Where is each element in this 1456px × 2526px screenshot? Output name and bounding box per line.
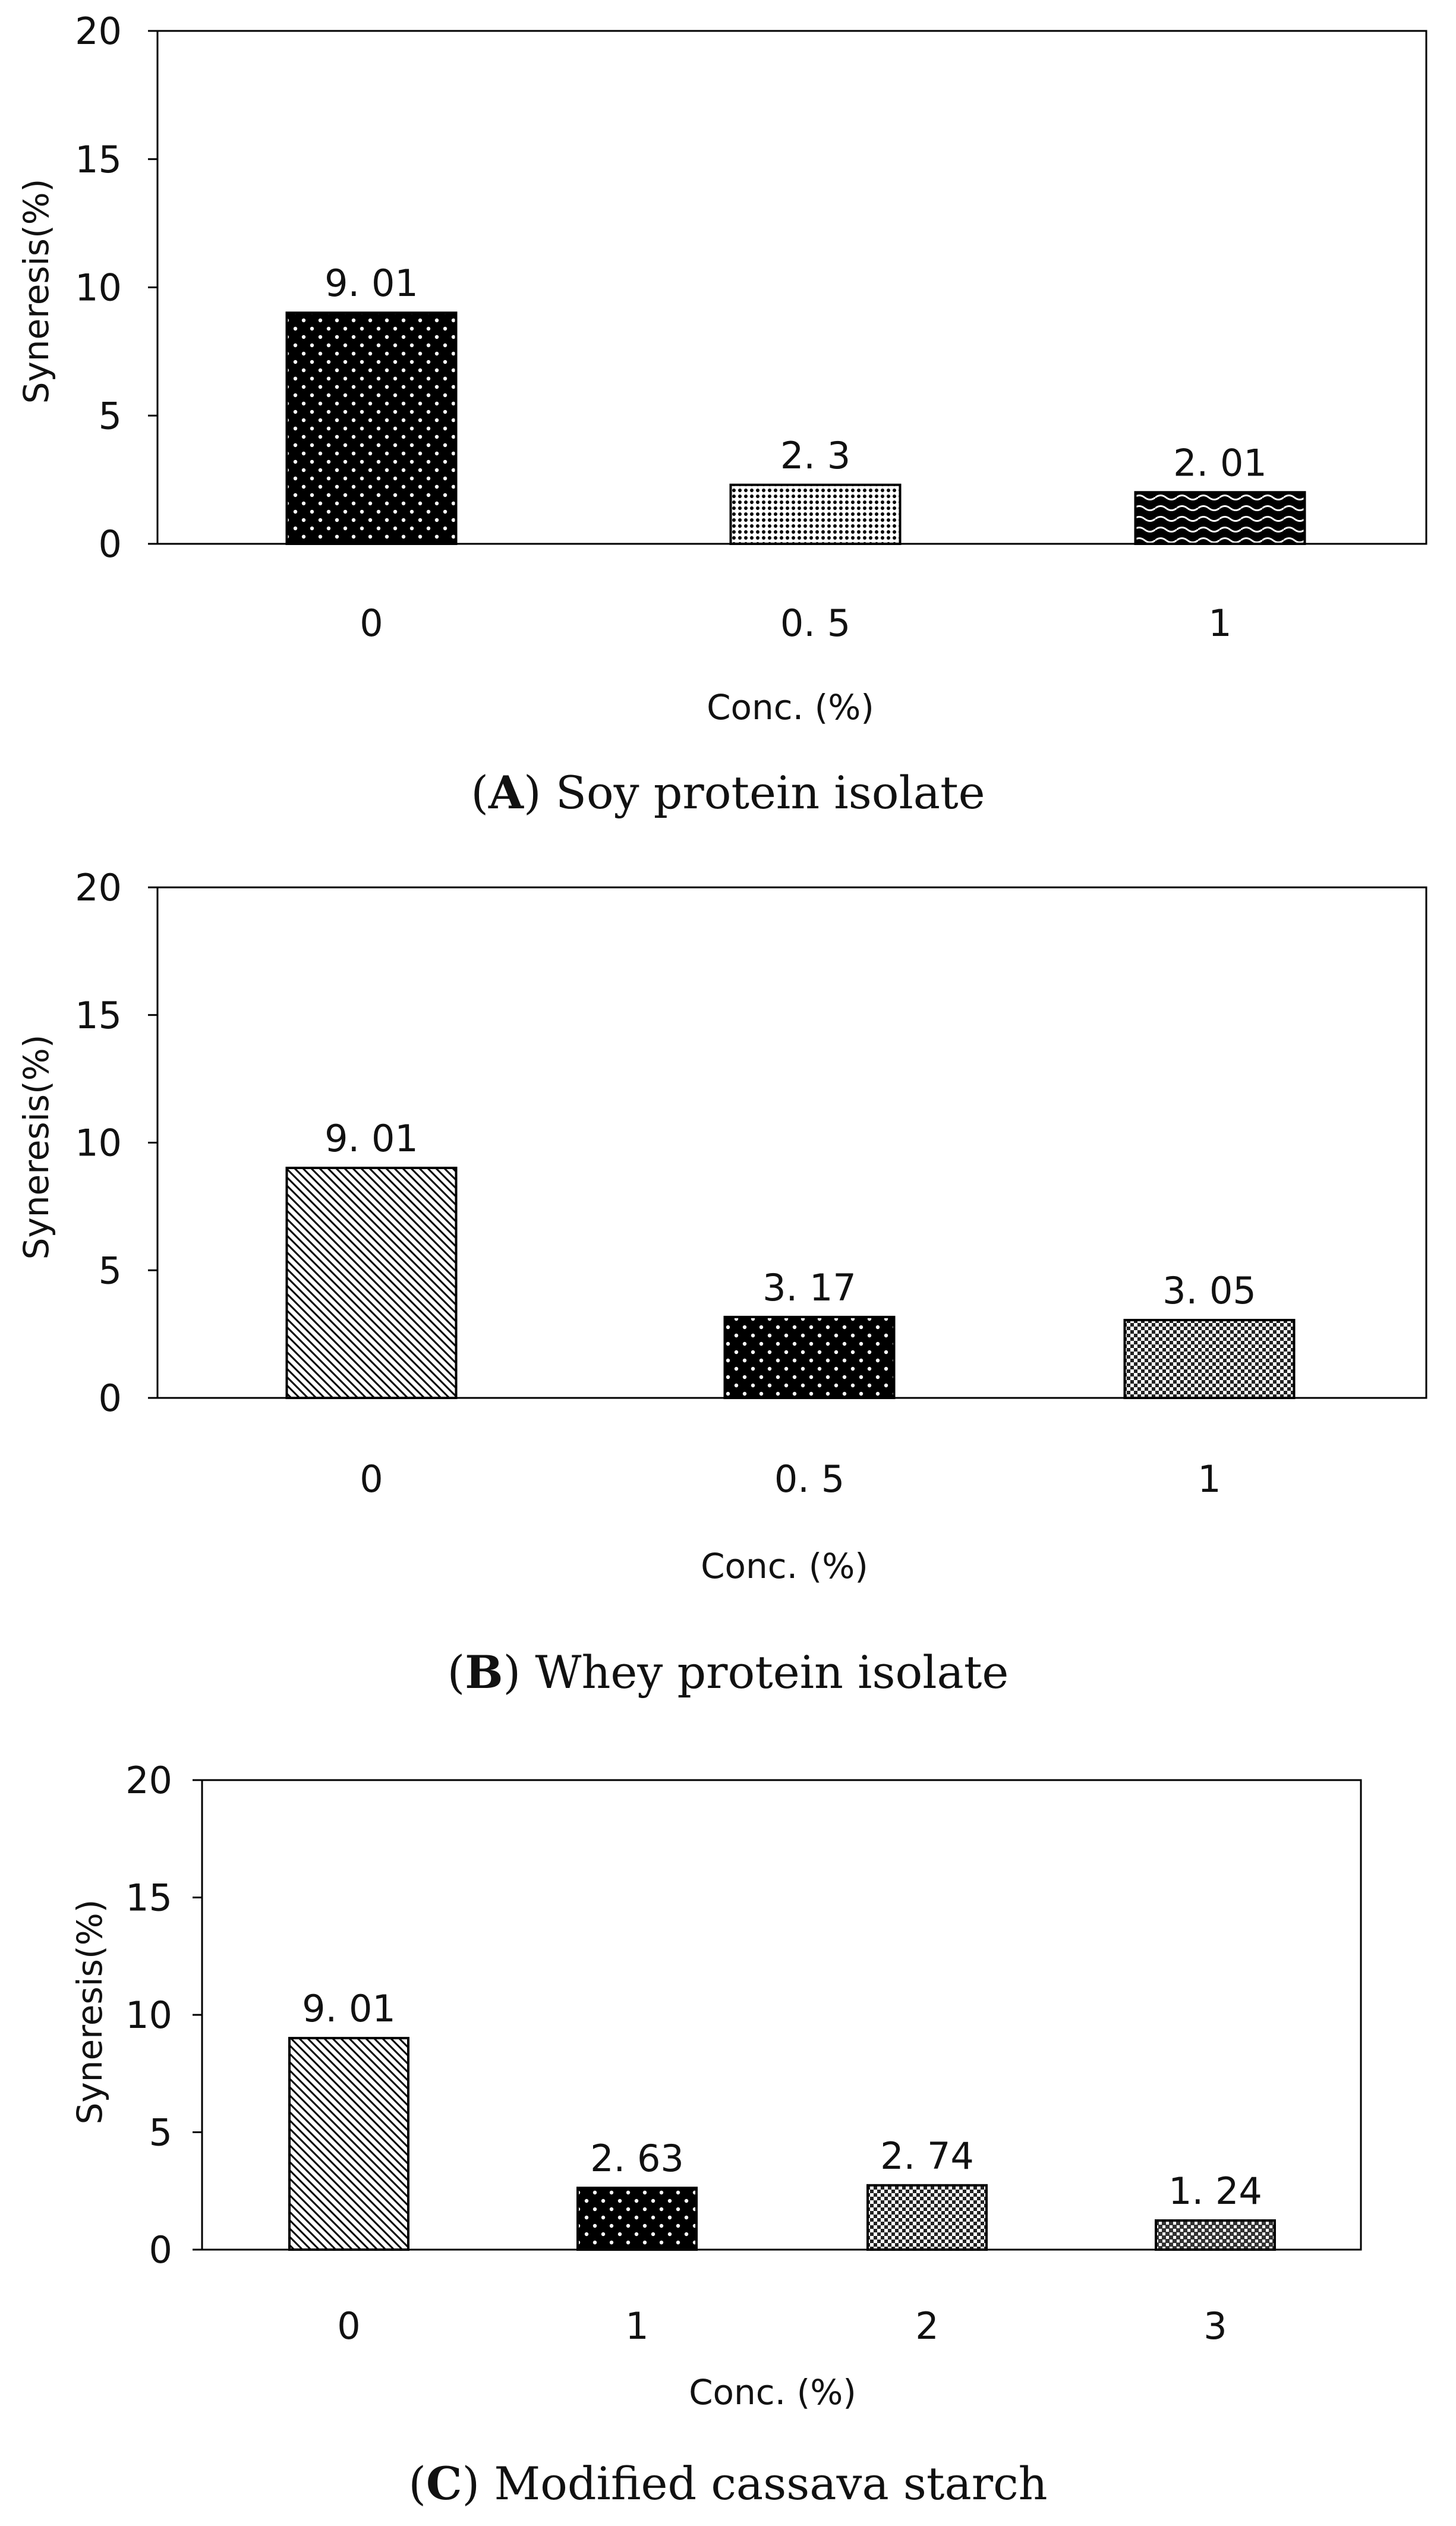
bar — [1155, 2219, 1276, 2251]
caption-close-paren: ) — [462, 2457, 494, 2510]
y-tick-label: 0 — [99, 522, 122, 566]
data-label: 9. 01 — [324, 262, 418, 305]
bar — [866, 2184, 988, 2251]
chart-panel-a: 0 5 10 15 20 9. 01 0 2. 3 0. 5 2. 01 1 Conc. (%) Syn… — [16, 10, 1427, 819]
data-label: 3. 05 — [1162, 1269, 1256, 1312]
data-label: 9. 01 — [302, 1987, 396, 2030]
y-tick-label: 0 — [99, 1377, 122, 1420]
data-label: 2. 3 — [780, 434, 850, 477]
data-label: 9. 01 — [324, 1117, 418, 1160]
figure-caption: (C) Modified cassava starch — [408, 2457, 1047, 2510]
x-tick-label: 1 — [625, 2304, 648, 2348]
bar — [285, 311, 458, 545]
y-tick-label: 5 — [149, 2111, 172, 2155]
caption-open-paren: ( — [408, 2457, 426, 2510]
bar — [1123, 1319, 1296, 1399]
figure-caption: (B) Whey protein isolate — [447, 1646, 1009, 1699]
y-tick-label: 20 — [75, 866, 122, 909]
caption-letter: C — [426, 2457, 462, 2510]
data-label: 2. 63 — [590, 2137, 684, 2180]
y-tick-label: 5 — [99, 1249, 122, 1292]
x-tick-label: 0 — [360, 601, 383, 645]
bar — [285, 1167, 458, 1399]
y-axis-title: Syneresis(%) — [16, 179, 56, 404]
caption-text: Soy protein isolate — [556, 766, 985, 819]
caption-letter: A — [488, 766, 524, 819]
x-tick-label: 0. 5 — [780, 601, 850, 645]
y-tick-label: 15 — [75, 994, 122, 1037]
y-axis-title: Syneresis(%) — [70, 1900, 110, 2125]
data-label: 2. 74 — [880, 2134, 974, 2178]
caption-open-paren: ( — [447, 1646, 465, 1699]
x-tick-label: 2 — [915, 2304, 938, 2348]
y-tick-label: 10 — [75, 266, 122, 310]
chart-panel-c: 0 5 10 15 20 9. 01 0 2. 63 1 2. 74 2 1. 24 3 Conc. (%… — [70, 1759, 1362, 2510]
x-axis-title: Conc. (%) — [689, 2372, 856, 2412]
y-tick-label: 15 — [75, 138, 122, 181]
data-label: 2. 01 — [1173, 441, 1267, 484]
x-tick-label: 0 — [360, 1457, 383, 1501]
y-tick-label: 15 — [125, 1876, 172, 1920]
y-tick-label: 10 — [75, 1122, 122, 1165]
y-tick-label: 10 — [125, 1993, 172, 2037]
y-tick-label: 0 — [149, 2228, 172, 2272]
bar — [576, 2187, 698, 2251]
y-tick-label: 20 — [125, 1759, 172, 1802]
caption-text: Modified cassava starch — [494, 2457, 1047, 2510]
x-tick-label: 1 — [1208, 601, 1231, 645]
y-tick-label: 5 — [99, 394, 122, 437]
x-tick-label: 3 — [1203, 2304, 1227, 2348]
caption-close-paren: ) — [524, 766, 556, 819]
x-axis-title: Conc. (%) — [701, 1546, 868, 1586]
data-label: 3. 17 — [762, 1266, 856, 1309]
x-tick-label: 0. 5 — [774, 1457, 844, 1501]
caption-text: Whey protein isolate — [535, 1646, 1009, 1699]
caption-letter: B — [465, 1646, 503, 1699]
chart-panel-b: 0 5 10 15 20 9. 01 0 3. 17 0. 5 3. 05 1 Conc. (%) Sy… — [16, 866, 1427, 1699]
x-tick-label: 1 — [1197, 1457, 1221, 1501]
y-tick-label: 20 — [75, 10, 122, 53]
x-axis-title: Conc. (%) — [707, 687, 874, 727]
bar — [1134, 491, 1306, 545]
figure-caption: (A) Soy protein isolate — [471, 766, 985, 819]
y-axis-title: Syneresis(%) — [16, 1035, 56, 1260]
bar — [723, 1315, 896, 1399]
caption-close-paren: ) — [503, 1646, 535, 1699]
x-tick-label: 0 — [337, 2304, 360, 2348]
caption-open-paren: ( — [471, 766, 489, 819]
data-label: 1. 24 — [1168, 2169, 1262, 2213]
bar — [288, 2037, 409, 2251]
bar — [729, 483, 902, 546]
